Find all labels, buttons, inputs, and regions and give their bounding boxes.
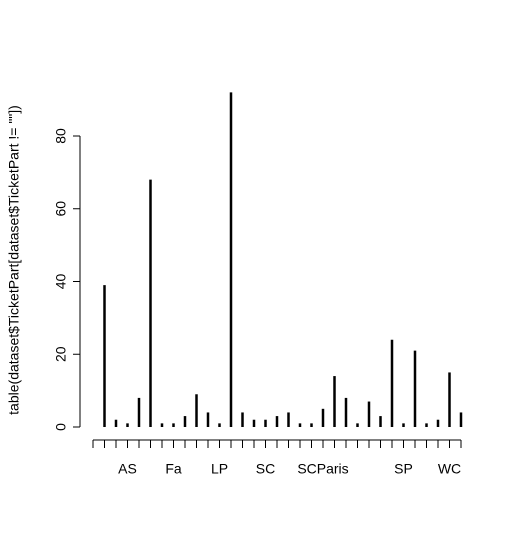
x-tick-label: Fa xyxy=(165,461,182,477)
x-tick-label: SP xyxy=(394,461,413,477)
y-tick-label: 80 xyxy=(53,128,69,144)
y-tick-label: 60 xyxy=(53,201,69,217)
y-tick-label: 40 xyxy=(53,274,69,290)
y-axis-label: table(dataset$TicketPart[dataset$TicketP… xyxy=(6,105,22,415)
x-tick-label: SCParis xyxy=(297,461,348,477)
y-tick-label: 20 xyxy=(53,346,69,362)
x-tick-label: LP xyxy=(211,461,228,477)
y-tick-label: 0 xyxy=(53,423,69,431)
x-tick-label: AS xyxy=(118,461,137,477)
x-tick-label: SC xyxy=(256,461,275,477)
x-tick-label: WC xyxy=(438,461,461,477)
